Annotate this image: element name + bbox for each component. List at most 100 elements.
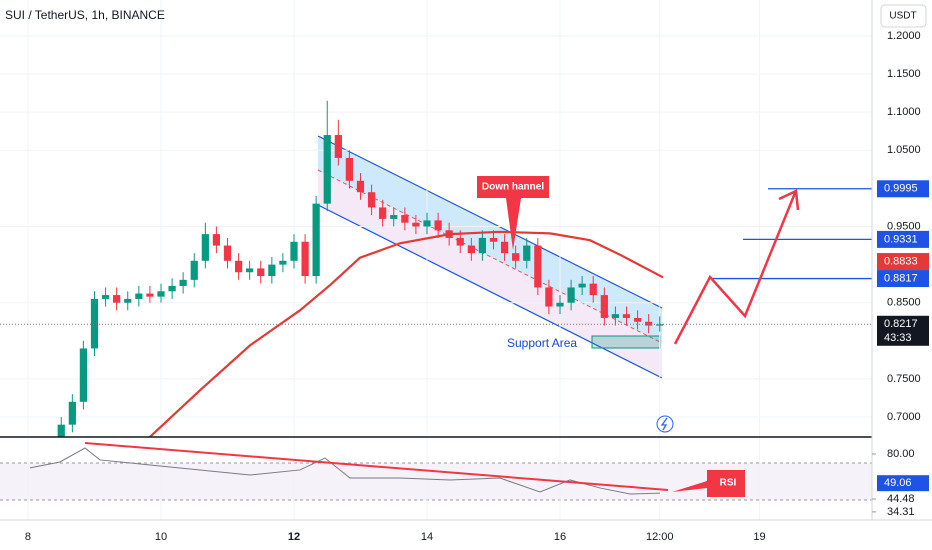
alert-icon[interactable]: [656, 415, 674, 433]
candle-body: [390, 215, 398, 219]
candle-body: [68, 401, 76, 425]
price-tag: [877, 253, 929, 271]
forecast-arrowhead: [778, 189, 800, 211]
countdown-label: 43:33: [884, 332, 912, 344]
candle-body: [600, 295, 608, 318]
y-tick-label: 0.8500: [887, 297, 921, 309]
candle-body: [523, 245, 531, 261]
candle-body: [345, 157, 353, 181]
support-label: Support Area: [507, 336, 577, 350]
channel-upper-line: [317, 135, 663, 309]
candle-body: [467, 245, 475, 254]
x-tick-label: 8: [25, 531, 31, 543]
candle-body: [401, 215, 409, 223]
moving-average: [149, 230, 664, 437]
rsi-callout: [672, 470, 745, 497]
candle-body: [379, 207, 387, 219]
candle-body: [412, 222, 420, 227]
candle-body: [279, 260, 287, 265]
channel-lower-line: [317, 204, 663, 379]
x-tick-label: 14: [421, 531, 433, 543]
candle-body: [190, 260, 198, 280]
candle-body: [611, 314, 619, 318]
candle-body: [589, 283, 597, 296]
rsi-tick-label: 44.48: [887, 493, 915, 505]
candle-body: [312, 203, 320, 277]
y-tick-label: 1.2000: [887, 30, 921, 42]
rsi-tick-label: 34.31: [887, 506, 915, 518]
channel-callout: [477, 176, 549, 250]
candle-body: [423, 220, 431, 227]
candle-body: [556, 302, 564, 307]
price-tag: [877, 230, 929, 248]
y-tick-label: 1.1000: [887, 106, 921, 118]
candle-body: [645, 321, 653, 326]
rsi-current-label: 49.06: [884, 477, 912, 489]
candle-body: [113, 295, 121, 303]
x-tick-label: 19: [753, 531, 765, 543]
y-tick-label: 0.7500: [887, 373, 921, 385]
candle-body: [434, 220, 442, 231]
candle-body: [79, 348, 87, 402]
y-tick-label: 1.1500: [887, 68, 921, 80]
candle-body: [489, 237, 498, 242]
candle-body: [212, 234, 220, 246]
rsi-tag: [877, 475, 929, 492]
x-tick-label: 12:00: [646, 531, 674, 543]
candle-body: [633, 317, 642, 322]
x-tick-label: 16: [554, 531, 566, 543]
candle-body: [456, 237, 464, 246]
y-tick-label: 1.0500: [887, 144, 921, 156]
price-tag: [877, 315, 929, 346]
candle-body: [478, 237, 486, 254]
candle-body: [534, 245, 542, 288]
candle-body: [268, 264, 276, 277]
y-tick-label: 0.9500: [887, 220, 921, 232]
candle-body: [323, 135, 331, 204]
candle-body: [234, 260, 243, 273]
chart-title: SUI / TetherUS, 1h, BINANCE: [5, 8, 165, 22]
rsi-label: RSI: [720, 478, 737, 489]
support-zone: [591, 335, 661, 349]
x-tick-label: 10: [155, 531, 167, 543]
channel-mid-line: [317, 169, 663, 344]
candle-body: [301, 241, 309, 277]
candle-body: [135, 293, 143, 299]
price-tag-label: 0.9331: [884, 233, 918, 245]
candle-body: [201, 234, 209, 261]
y-tick-label: 0.7000: [887, 411, 921, 423]
candle-body: [656, 324, 664, 326]
price-tag-label: 0.8817: [884, 272, 918, 284]
candle-body: [124, 298, 132, 303]
candle-body: [157, 291, 165, 297]
candle-body: [101, 295, 110, 299]
candle-body: [246, 268, 254, 273]
currency-box[interactable]: [880, 4, 927, 28]
candle-body: [500, 241, 509, 254]
price-tag: [877, 270, 929, 288]
forecast-arrow: [673, 192, 797, 345]
candle-body: [567, 287, 575, 303]
candle-body: [223, 245, 232, 261]
candle-body: [334, 135, 342, 158]
currency-label: USDT: [889, 11, 916, 22]
candle-body: [168, 285, 176, 292]
price-pane: [0, 0, 872, 437]
candle-body: [57, 424, 65, 437]
candle-body: [545, 287, 553, 307]
candle-body: [90, 298, 99, 349]
rsi-line: [29, 447, 661, 495]
candle-body: [257, 268, 265, 277]
candle-body: [179, 279, 187, 286]
candle-body: [578, 283, 586, 288]
candle-body: [622, 314, 631, 318]
channel-label: Down hannel: [482, 182, 544, 193]
x-tick-label: 12: [288, 531, 300, 543]
candle-body: [146, 293, 154, 297]
candle-body: [290, 241, 298, 261]
rsi-trendline: [84, 442, 669, 491]
price-tag-label: 0.9995: [884, 183, 918, 195]
candle-body: [512, 253, 520, 261]
